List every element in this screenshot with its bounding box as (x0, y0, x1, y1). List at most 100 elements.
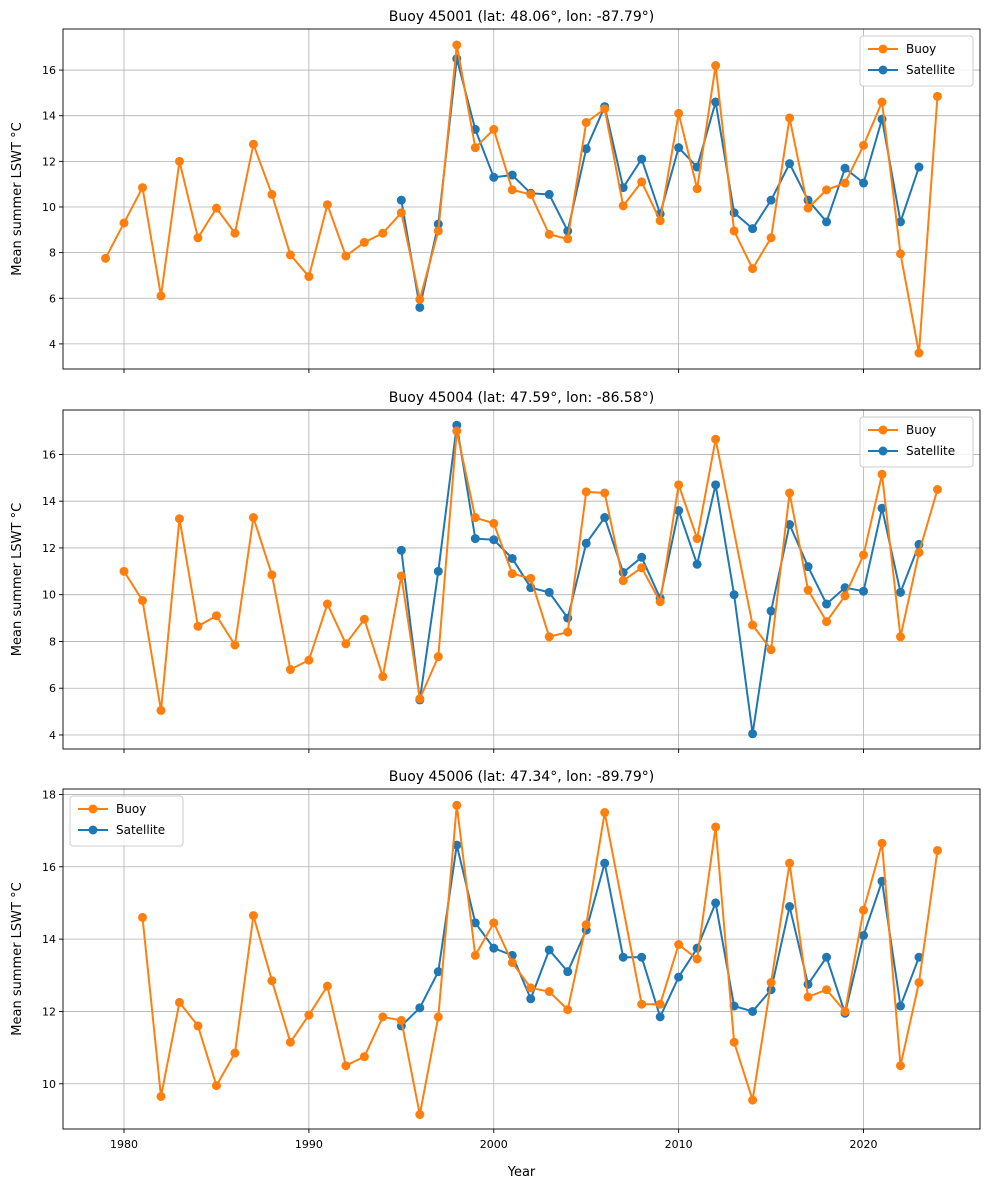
series-satellite (396, 54, 924, 312)
data-point-buoy (655, 597, 665, 607)
data-point-buoy (822, 617, 832, 627)
data-point-buoy (766, 233, 776, 243)
data-point-buoy (489, 124, 499, 134)
data-point-buoy (840, 178, 850, 188)
data-point-satellite (563, 967, 573, 977)
plot-area (63, 789, 980, 1129)
chart-title: Buoy 45001 (lat: 48.06°, lon: -87.79°) (389, 9, 654, 25)
data-point-buoy (230, 228, 240, 238)
data-point-satellite (896, 1001, 906, 1011)
y-tick-label: 6 (49, 682, 56, 695)
y-tick-label: 4 (49, 729, 56, 742)
data-point-buoy (526, 189, 536, 199)
series-satellite (396, 840, 924, 1031)
chart-title: Buoy 45004 (lat: 47.59°, lon: -86.58°) (389, 390, 654, 406)
legend-label-buoy: Buoy (906, 423, 936, 437)
data-point-buoy (322, 599, 332, 609)
series-line-buoy (123, 430, 939, 712)
data-point-buoy (581, 118, 591, 128)
data-point-satellite (655, 1012, 665, 1022)
data-point-satellite (433, 967, 443, 977)
data-point-buoy (544, 229, 554, 239)
data-point-buoy (914, 348, 924, 358)
data-point-satellite (637, 552, 647, 562)
legend: Buoy Satellite (859, 416, 974, 468)
data-point-buoy (137, 912, 147, 922)
series-buoy (119, 426, 942, 715)
data-point-satellite (452, 840, 462, 850)
data-point-satellite (748, 1006, 758, 1016)
data-point-satellite (433, 566, 443, 576)
data-point-buoy (748, 1095, 758, 1105)
data-point-buoy (415, 694, 425, 704)
data-point-satellite (600, 858, 610, 868)
data-point-satellite (692, 559, 702, 569)
data-point-satellite (785, 159, 795, 169)
x-tick-label: 1980 (110, 1138, 138, 1151)
data-point-satellite (748, 729, 758, 739)
data-point-buoy (285, 250, 295, 260)
data-point-satellite (803, 562, 813, 572)
x-tick-label: 1990 (295, 1138, 323, 1151)
data-point-satellite (581, 144, 591, 154)
data-point-satellite (896, 587, 906, 597)
data-point-satellite (470, 534, 480, 544)
legend-label-buoy: Buoy (906, 42, 936, 56)
data-point-satellite (692, 943, 702, 953)
legend-label-satellite: Satellite (906, 444, 955, 458)
y-axis-label: Mean summer LSWT °C (10, 122, 25, 275)
data-point-buoy (637, 177, 647, 187)
data-point-buoy (304, 1010, 314, 1020)
data-point-buoy (341, 639, 351, 649)
data-point-satellite (415, 1003, 425, 1013)
data-point-satellite (618, 952, 628, 962)
data-point-satellite (489, 172, 499, 182)
y-tick-label: 14 (42, 933, 56, 946)
data-point-buoy (766, 645, 776, 655)
y-tick-label: 14 (42, 110, 56, 123)
data-point-buoy (544, 632, 554, 642)
data-point-satellite (415, 302, 425, 312)
data-point-buoy (674, 480, 684, 490)
data-point-buoy (637, 563, 647, 573)
data-point-buoy (470, 950, 480, 960)
data-point-buoy (674, 940, 684, 950)
data-point-satellite (840, 163, 850, 173)
x-axis-label: Year (507, 1165, 536, 1180)
data-point-buoy (896, 632, 906, 642)
data-point-satellite (859, 178, 869, 188)
data-point-buoy (785, 488, 795, 498)
data-point-buoy (156, 291, 166, 301)
data-point-buoy (877, 838, 887, 848)
data-point-buoy (711, 61, 721, 71)
data-point-satellite (766, 195, 776, 205)
data-point-buoy (544, 987, 554, 997)
data-point-buoy (156, 705, 166, 715)
data-point-buoy (119, 566, 129, 576)
data-point-satellite (877, 503, 887, 513)
data-point-buoy (267, 189, 277, 199)
series-line-buoy (104, 43, 939, 355)
data-point-buoy (692, 184, 702, 194)
data-point-satellite (711, 480, 721, 490)
data-point-satellite (396, 545, 406, 555)
legend-marker-buoy (88, 804, 98, 814)
data-point-buoy (248, 911, 258, 921)
data-point-buoy (729, 1037, 739, 1047)
data-point-buoy (378, 228, 388, 238)
y-tick-label: 16 (42, 861, 56, 874)
y-tick-label: 16 (42, 448, 56, 461)
data-point-satellite (544, 587, 554, 597)
legend-marker-satellite (878, 65, 888, 75)
y-tick-label: 16 (42, 64, 56, 77)
data-point-buoy (285, 1037, 295, 1047)
data-point-satellite (470, 918, 480, 928)
data-point-buoy (526, 573, 536, 583)
data-point-buoy (507, 958, 517, 968)
data-point-satellite (674, 143, 684, 153)
data-point-satellite (822, 952, 832, 962)
data-point-buoy (859, 550, 869, 560)
data-point-buoy (433, 652, 443, 662)
data-point-buoy (101, 253, 111, 263)
